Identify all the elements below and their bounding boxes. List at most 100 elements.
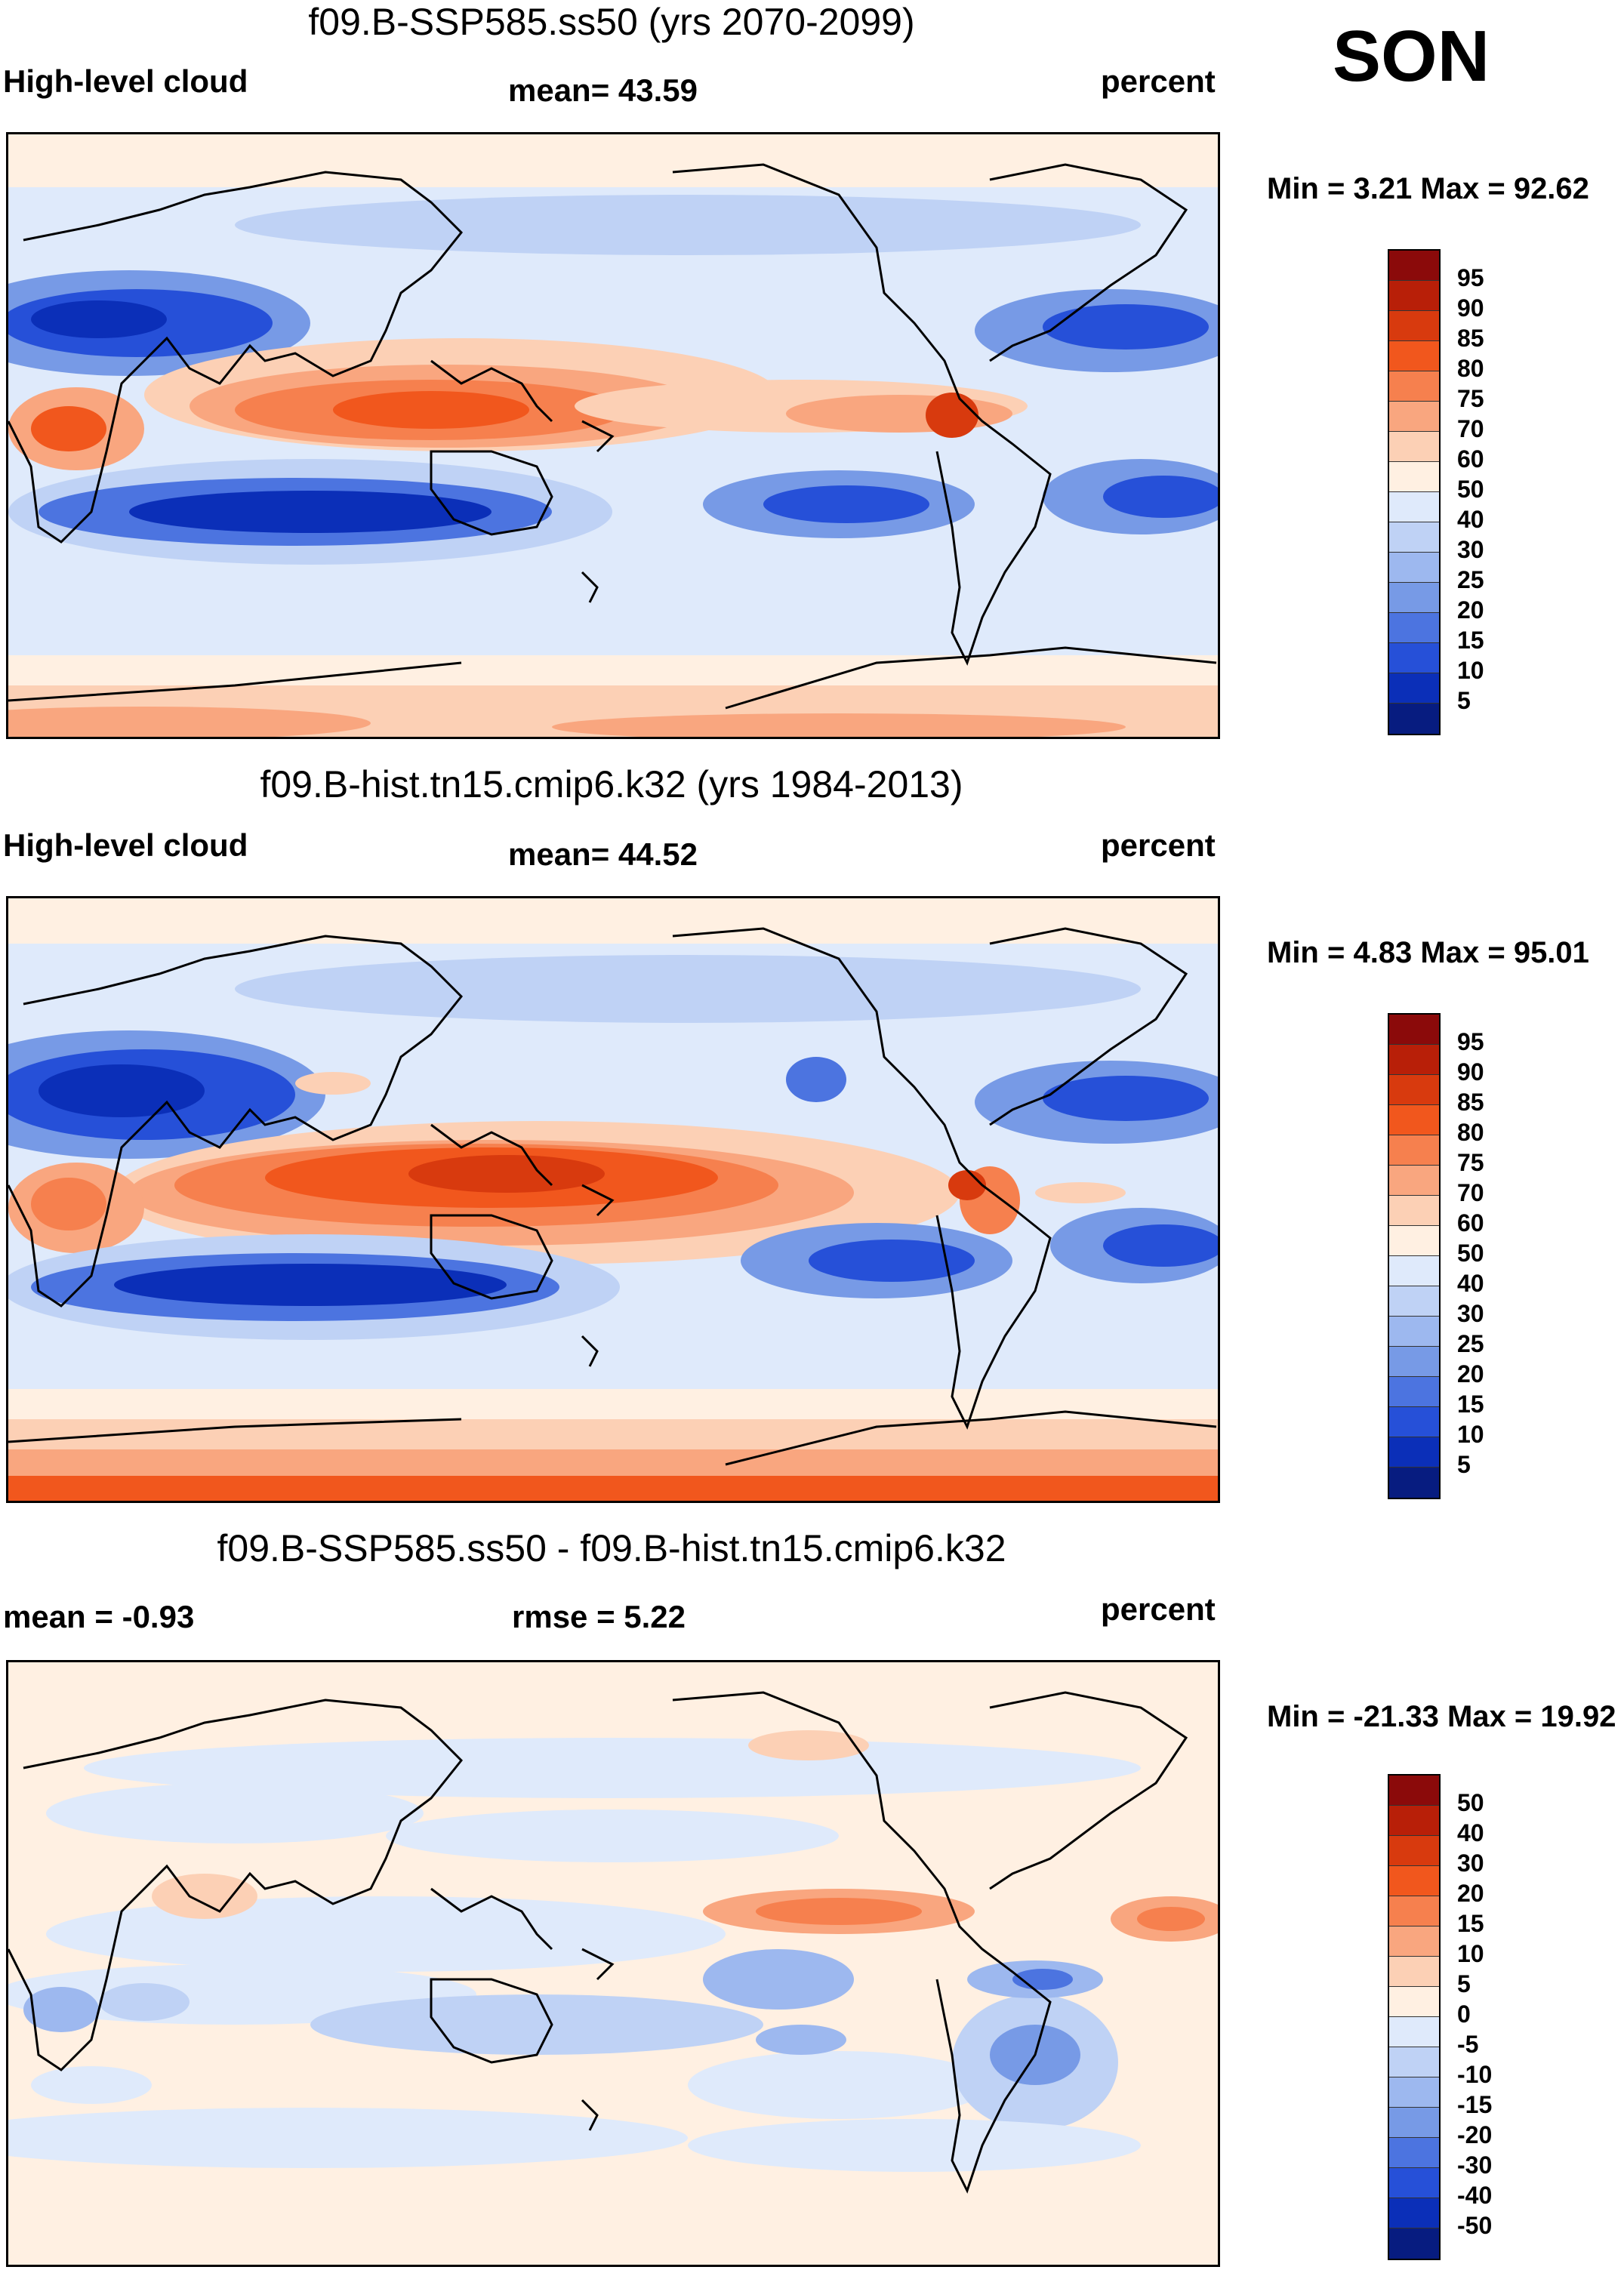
panel-3-units-label: percent xyxy=(1101,1591,1216,1627)
panel-1-swatch xyxy=(1389,613,1439,643)
panel-3-swatch xyxy=(1389,1927,1439,1957)
panel-3-tick: 30 xyxy=(1457,1850,1484,1877)
panel-3-tick: -20 xyxy=(1457,2121,1493,2148)
panel-2-swatch xyxy=(1389,1166,1439,1196)
panel-2-tick: 30 xyxy=(1457,1300,1484,1327)
panel-2-tick: 25 xyxy=(1457,1330,1484,1357)
panel-1-tick: 15 xyxy=(1457,627,1484,654)
panel-3-swatch xyxy=(1389,1806,1439,1836)
panel-1-tick: 50 xyxy=(1457,476,1484,503)
panel-1-map xyxy=(6,132,1220,739)
panel-1-tick: 25 xyxy=(1457,566,1484,593)
panel-1-mean-label: mean= 43.59 xyxy=(508,72,698,108)
panel-2-map-svg xyxy=(8,898,1218,1501)
panel-1-swatch xyxy=(1389,311,1439,341)
panel-3-tick: -50 xyxy=(1457,2212,1493,2239)
panel-3-tick: -5 xyxy=(1457,2031,1479,2058)
panel-2-swatch xyxy=(1389,1286,1439,1317)
panel-1-tick: 70 xyxy=(1457,415,1484,442)
season-label: SON xyxy=(1333,16,1490,97)
panel-3-swatch xyxy=(1389,2108,1439,2138)
panel-2-swatch xyxy=(1389,1015,1439,1045)
panel-1-swatch xyxy=(1389,673,1439,704)
panel-1-minmax: Min = 3.21 Max = 92.62 xyxy=(1267,172,1589,205)
panel-1-units-label: percent xyxy=(1101,63,1216,99)
panel-3-tick: 20 xyxy=(1457,1880,1484,1907)
panel-3-tick: 0 xyxy=(1457,2000,1471,2028)
panel-2-swatch xyxy=(1389,1407,1439,1437)
panel-1-swatch xyxy=(1389,462,1439,492)
panel-2-tick: 95 xyxy=(1457,1028,1484,1055)
panel-2-swatch xyxy=(1389,1347,1439,1377)
panel-1-variable-label: High-level cloud xyxy=(3,63,248,99)
panel-1-tick: 40 xyxy=(1457,506,1484,533)
panel-3-tick: 15 xyxy=(1457,1910,1484,1937)
panel-2-swatch xyxy=(1389,1045,1439,1075)
panel-1-swatch xyxy=(1389,341,1439,371)
panel-2-swatch xyxy=(1389,1437,1439,1468)
panel-1-map-svg xyxy=(8,134,1218,737)
panel-3-swatch xyxy=(1389,2047,1439,2077)
panel-3-tick: 40 xyxy=(1457,1819,1484,1846)
panel-3-tick: -10 xyxy=(1457,2061,1493,2088)
panel-3-tick: -15 xyxy=(1457,2091,1493,2118)
panel-3-swatch xyxy=(1389,1896,1439,1927)
panel-3-mean-label: mean = -0.93 xyxy=(3,1599,195,1634)
panel-1-tick: 95 xyxy=(1457,264,1484,291)
panel-2-tick: 10 xyxy=(1457,1421,1484,1448)
panel-2-units-label: percent xyxy=(1101,827,1216,863)
panel-2-variable-label: High-level cloud xyxy=(3,827,248,863)
panel-3-swatch xyxy=(1389,2198,1439,2228)
panel-3-tick: 5 xyxy=(1457,1970,1471,1997)
panel-3-title: f09.B-SSP585.ss50 - f09.B-hist.tn15.cmip… xyxy=(217,1527,1006,1569)
panel-2-title: f09.B-hist.tn15.cmip6.k32 (yrs 1984-2013… xyxy=(260,763,963,805)
panel-1-tick: 80 xyxy=(1457,355,1484,382)
panel-2-tick: 80 xyxy=(1457,1119,1484,1146)
panel-3-rmse-label: rmse = 5.22 xyxy=(512,1599,686,1634)
panel-2-swatch xyxy=(1389,1256,1439,1286)
panel-1-tick: 20 xyxy=(1457,596,1484,624)
panel-1-swatch xyxy=(1389,522,1439,553)
panel-3-tick: -40 xyxy=(1457,2182,1493,2209)
panel-2-tick: 75 xyxy=(1457,1149,1484,1176)
panel-3-swatch xyxy=(1389,2168,1439,2198)
panel-3-swatch xyxy=(1389,1776,1439,1806)
panel-1-tick: 30 xyxy=(1457,536,1484,563)
panel-1-tick: 75 xyxy=(1457,385,1484,412)
panel-2-tick: 50 xyxy=(1457,1240,1484,1267)
panel-2-tick: 20 xyxy=(1457,1360,1484,1388)
panel-2-tick: 40 xyxy=(1457,1270,1484,1297)
panel-1-swatch xyxy=(1389,402,1439,432)
panel-3-swatch xyxy=(1389,1866,1439,1896)
panel-3-swatch xyxy=(1389,2077,1439,2108)
panel-3-swatch xyxy=(1389,2138,1439,2168)
panel-1-swatch xyxy=(1389,432,1439,462)
panel-1-tick: 90 xyxy=(1457,294,1484,322)
panel-2-colorbar xyxy=(1388,1013,1441,1499)
panel-2-tick: 85 xyxy=(1457,1089,1484,1116)
panel-2-swatch xyxy=(1389,1135,1439,1166)
panel-3-tick: 50 xyxy=(1457,1789,1484,1816)
panel-3-swatch xyxy=(1389,2228,1439,2259)
panel-2-swatch xyxy=(1389,1075,1439,1105)
panel-2-swatch xyxy=(1389,1468,1439,1498)
panel-1-title: f09.B-SSP585.ss50 (yrs 2070-2099) xyxy=(308,1,915,43)
panel-1-colorbar xyxy=(1388,249,1441,735)
panel-1-tick: 10 xyxy=(1457,657,1484,684)
panel-1-swatch xyxy=(1389,704,1439,734)
panel-2-swatch xyxy=(1389,1105,1439,1135)
panel-3-swatch xyxy=(1389,1836,1439,1866)
panel-2-tick: 70 xyxy=(1457,1179,1484,1206)
panel-1-swatch xyxy=(1389,281,1439,311)
panel-1-tick: 5 xyxy=(1457,687,1471,714)
panel-3-swatch xyxy=(1389,2017,1439,2047)
panel-2-tick: 90 xyxy=(1457,1058,1484,1086)
panel-2-tick: 60 xyxy=(1457,1209,1484,1237)
panel-3-tick: 10 xyxy=(1457,1940,1484,1967)
panel-3-swatch xyxy=(1389,1957,1439,1987)
panel-2-tick: 5 xyxy=(1457,1451,1471,1478)
panel-3-swatch xyxy=(1389,1987,1439,2017)
panel-2-swatch xyxy=(1389,1317,1439,1347)
panel-2-map xyxy=(6,896,1220,1503)
panel-1-swatch xyxy=(1389,492,1439,522)
